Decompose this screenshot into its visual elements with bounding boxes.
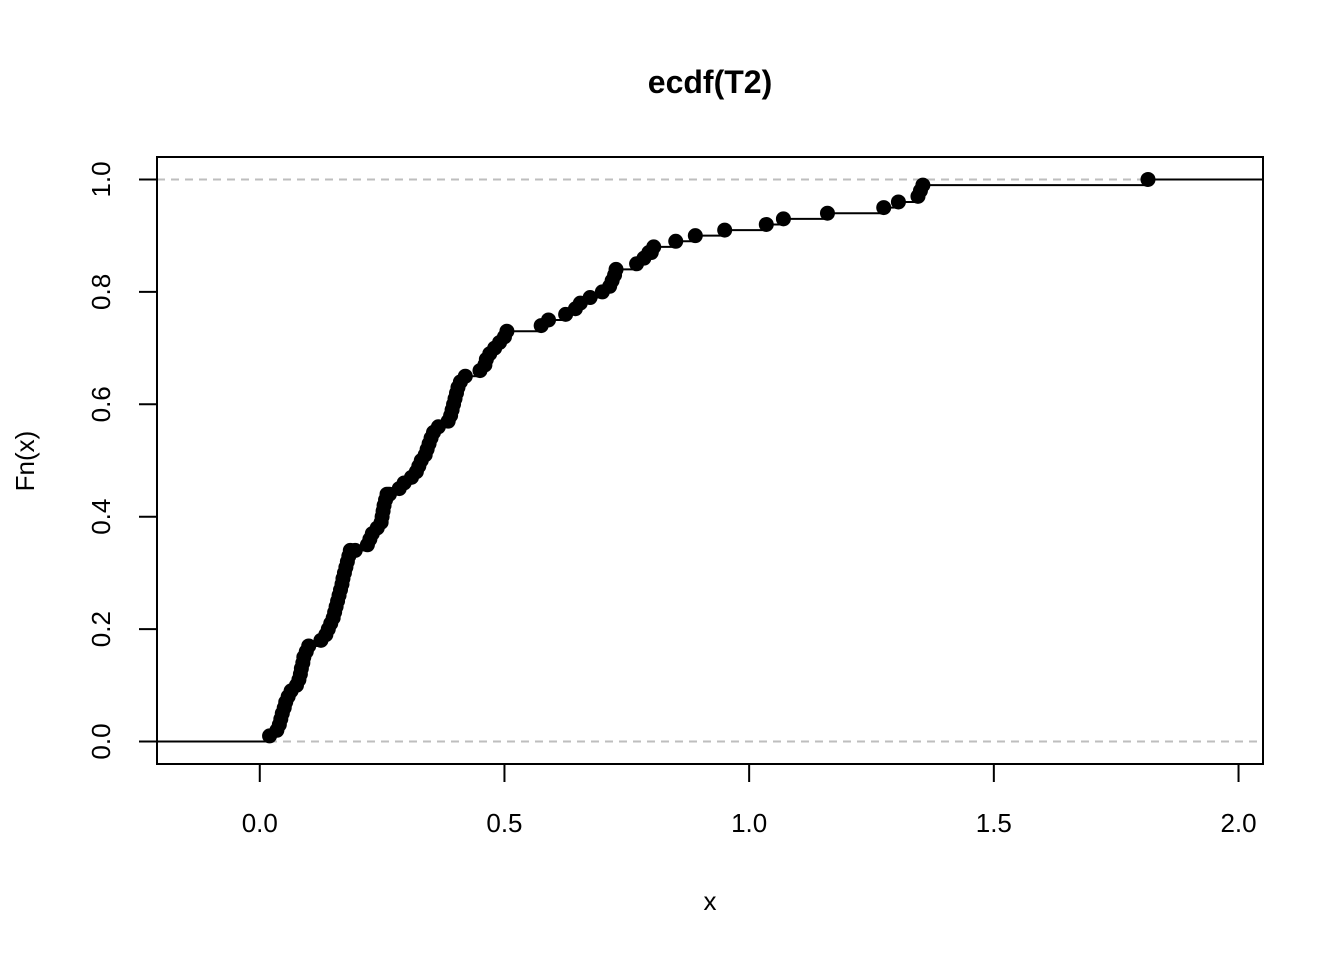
data-point xyxy=(915,177,931,193)
y-tick-label: 0.0 xyxy=(86,723,116,759)
data-point xyxy=(582,290,598,306)
data-point xyxy=(668,233,684,249)
data-point xyxy=(347,542,363,558)
y-tick-label: 0.4 xyxy=(86,499,116,535)
data-points xyxy=(262,171,1156,744)
reference-lines xyxy=(157,178,1263,743)
plot-frame xyxy=(156,156,1264,765)
data-point xyxy=(819,205,835,221)
x-tick-label: 0.5 xyxy=(486,808,522,838)
data-point xyxy=(758,216,774,232)
data-point xyxy=(457,368,473,384)
x-tick-label: 2.0 xyxy=(1220,808,1256,838)
data-point xyxy=(1140,171,1156,187)
step-lines xyxy=(157,178,1263,743)
data-point xyxy=(717,222,733,238)
x-axis: 0.0 0.5 1.0 1.5 2.0 xyxy=(242,763,1257,838)
y-tick-label: 0.2 xyxy=(86,611,116,647)
data-point xyxy=(775,211,791,227)
chart-title: ecdf(T2) xyxy=(648,64,772,100)
y-tick-label: 0.8 xyxy=(86,274,116,310)
y-tick-label: 0.6 xyxy=(86,386,116,422)
data-point xyxy=(301,638,317,654)
data-point xyxy=(541,312,557,328)
data-point xyxy=(687,228,703,244)
x-axis-label: x xyxy=(704,886,717,916)
y-axis: 0.0 0.2 0.4 0.6 0.8 1.0 xyxy=(86,161,158,760)
data-point xyxy=(876,200,892,216)
y-axis-label: Fn(x) xyxy=(10,431,40,492)
data-point xyxy=(499,323,515,339)
x-tick-label: 0.0 xyxy=(242,808,278,838)
data-point xyxy=(890,194,906,210)
data-point xyxy=(608,261,624,277)
x-tick-label: 1.0 xyxy=(731,808,767,838)
data-point xyxy=(646,239,662,255)
x-tick-label: 1.5 xyxy=(976,808,1012,838)
y-tick-label: 1.0 xyxy=(86,161,116,197)
